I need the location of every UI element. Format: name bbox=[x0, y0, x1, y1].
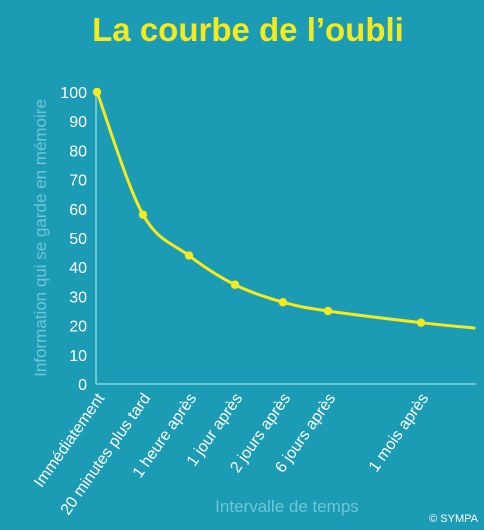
chart-title: La courbe de l’oubli bbox=[92, 11, 404, 48]
data-point bbox=[323, 306, 333, 316]
x-tick-label: 1 mois après bbox=[366, 391, 432, 476]
data-points bbox=[92, 87, 426, 327]
y-tick-label: 0 bbox=[78, 377, 87, 394]
data-point bbox=[416, 318, 426, 327]
y-tick-label: 50 bbox=[69, 231, 87, 248]
y-tick-label: 40 bbox=[69, 260, 87, 277]
y-tick-label: 30 bbox=[69, 289, 87, 306]
data-point bbox=[184, 251, 194, 260]
data-point bbox=[278, 298, 288, 307]
y-tick-label: 20 bbox=[69, 319, 87, 336]
y-tick-labels: 0 10 20 30 40 50 60 70 80 90 100 bbox=[60, 85, 87, 394]
data-point bbox=[230, 280, 240, 289]
y-tick-label: 80 bbox=[69, 143, 87, 160]
credit-text: © SYMPA bbox=[429, 513, 479, 525]
x-axis-label: Intervalle de temps bbox=[215, 497, 359, 516]
axes bbox=[95, 92, 476, 385]
y-tick-label: 100 bbox=[60, 85, 87, 102]
y-tick-label: 10 bbox=[69, 348, 87, 365]
y-axis-label: Information qui se garde en mémoire bbox=[31, 99, 50, 377]
x-tick-label: 20 minutes plus tard bbox=[58, 391, 155, 519]
y-tick-label: 70 bbox=[69, 173, 87, 190]
data-point bbox=[138, 210, 148, 219]
data-point bbox=[92, 87, 102, 97]
forgetting-curve-line bbox=[95, 90, 476, 330]
y-tick-label: 60 bbox=[69, 202, 87, 219]
y-tick-label: 90 bbox=[69, 114, 87, 131]
